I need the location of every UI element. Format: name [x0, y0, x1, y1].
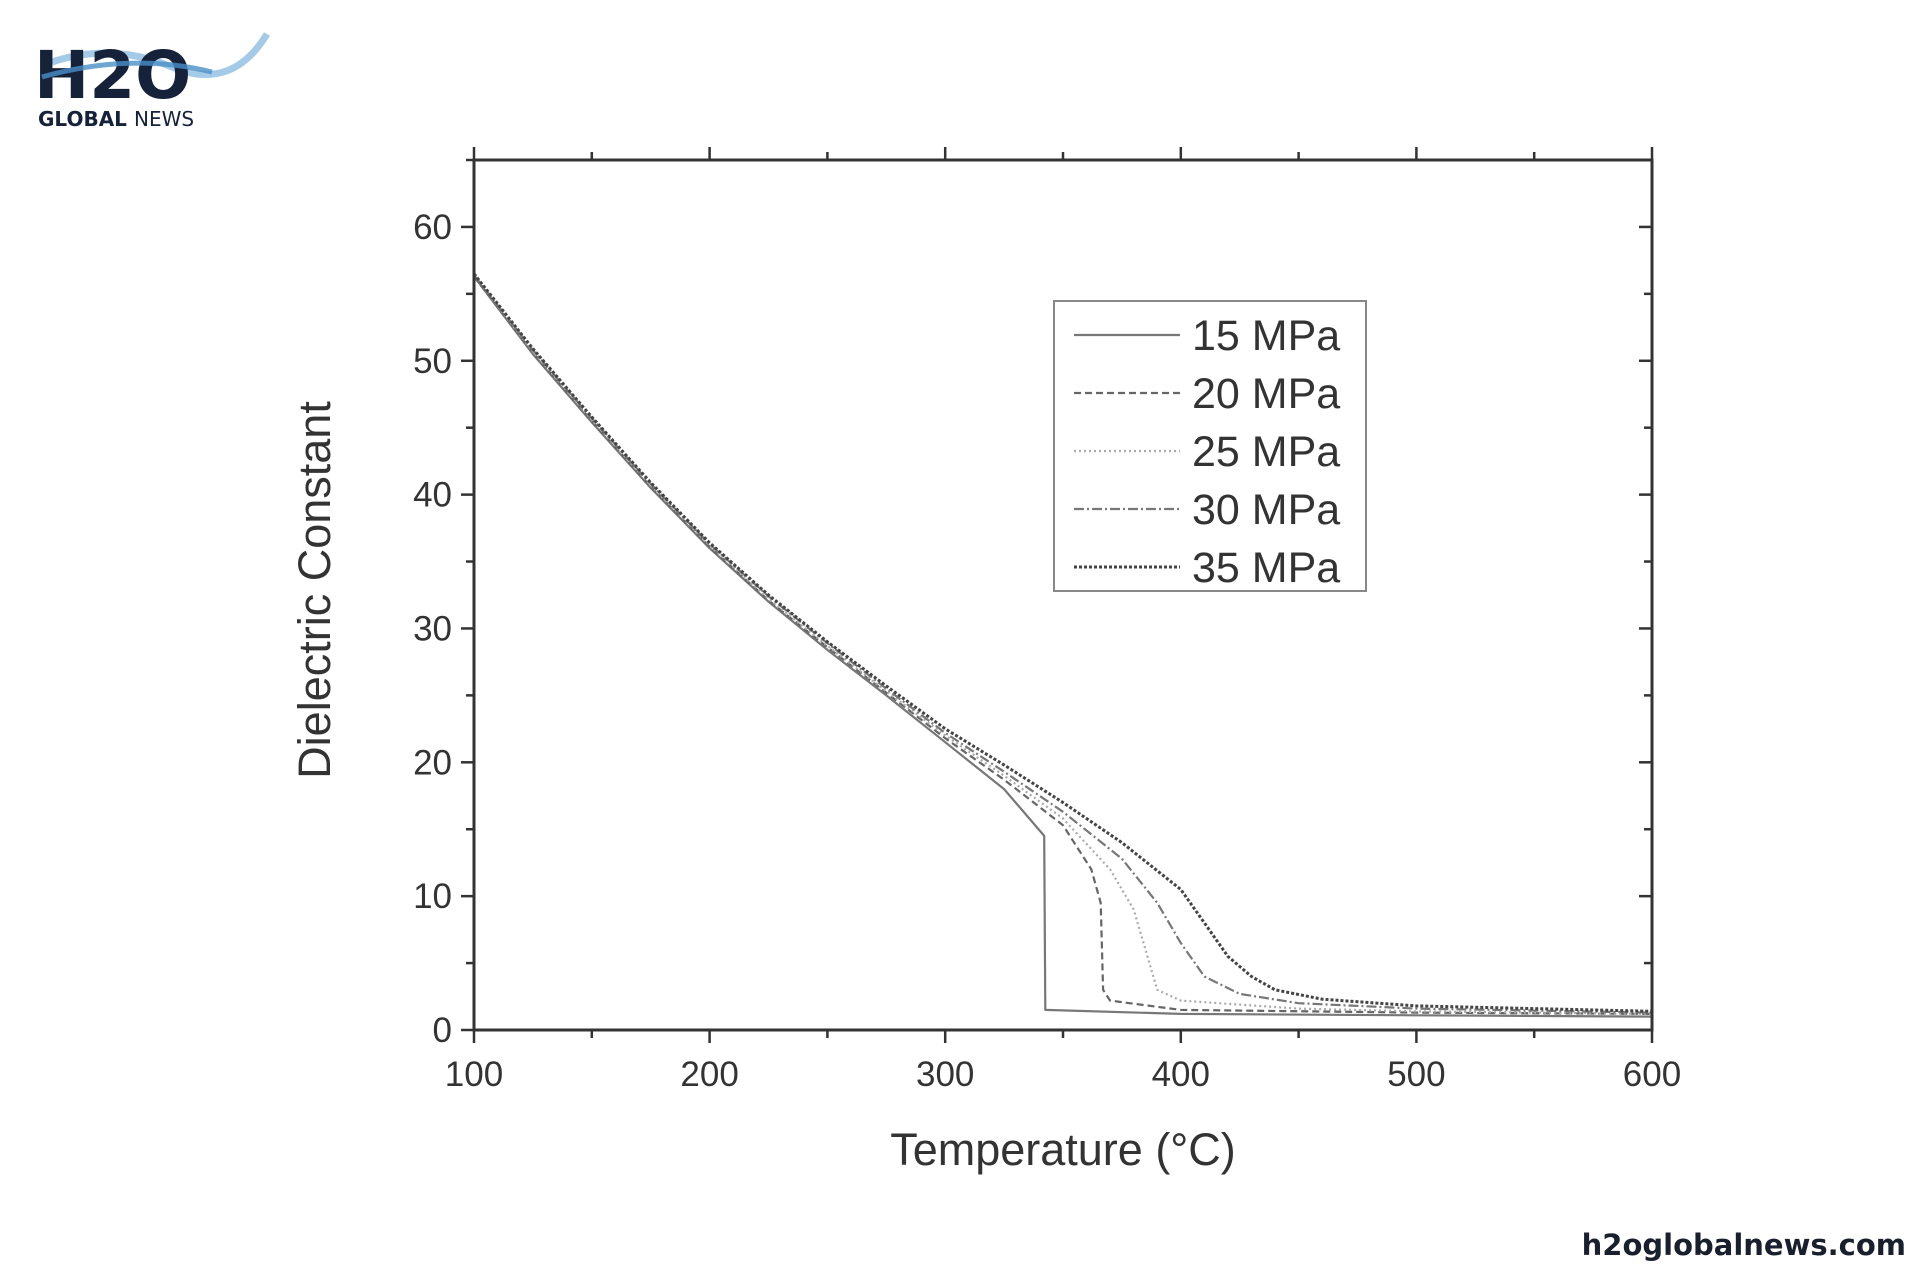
x-tick-label: 100: [445, 1055, 503, 1094]
series-line-30-mpa: [473, 274, 1653, 1014]
legend-box: [1053, 300, 1367, 592]
y-tick-label: 10: [413, 877, 452, 916]
logo-global-text: GLOBAL: [38, 107, 127, 131]
y-tick-label: 20: [413, 743, 452, 782]
series-line-15-mpa: [473, 275, 1653, 1018]
y-axis-title: Dielectric Constant: [289, 401, 340, 779]
x-tick-label: 300: [916, 1055, 974, 1094]
legend: 15 MPa 20 MPa 25 MPa 30 MPa 35 MPa: [1053, 300, 1367, 592]
x-tick-label: 600: [1623, 1055, 1681, 1094]
x-tick-label: 200: [680, 1055, 738, 1094]
y-tick-label: 60: [413, 208, 452, 247]
series-line-35-mpa: [472, 272, 1653, 1013]
legend-label: 15 MPa: [1192, 312, 1340, 360]
series-line-25-mpa: [473, 274, 1653, 1015]
legend-label: 35 MPa: [1192, 544, 1340, 592]
x-axis-title: Temperature (°C): [890, 1124, 1236, 1175]
h2o-global-news-logo: H2O GLOBAL NEWS: [34, 32, 270, 131]
legend-label: 30 MPa: [1192, 486, 1340, 534]
logo-news-text: NEWS: [134, 107, 194, 131]
x-tick-label: 400: [1152, 1055, 1210, 1094]
series-line-20-mpa: [473, 275, 1653, 1015]
legend-label: 20 MPa: [1192, 370, 1340, 418]
y-tick-label: 50: [413, 342, 452, 381]
x-tick-label: 500: [1387, 1055, 1445, 1094]
plot-frame: [472, 158, 1654, 1032]
site-url: h2oglobalnews.com: [1581, 1228, 1906, 1262]
y-tick-label: 30: [413, 609, 452, 648]
legend-label: 25 MPa: [1192, 428, 1340, 476]
y-tick-label: 40: [413, 476, 452, 515]
logo-h2o-text: H2O: [34, 37, 191, 114]
y-tick-label: 0: [433, 1011, 452, 1050]
